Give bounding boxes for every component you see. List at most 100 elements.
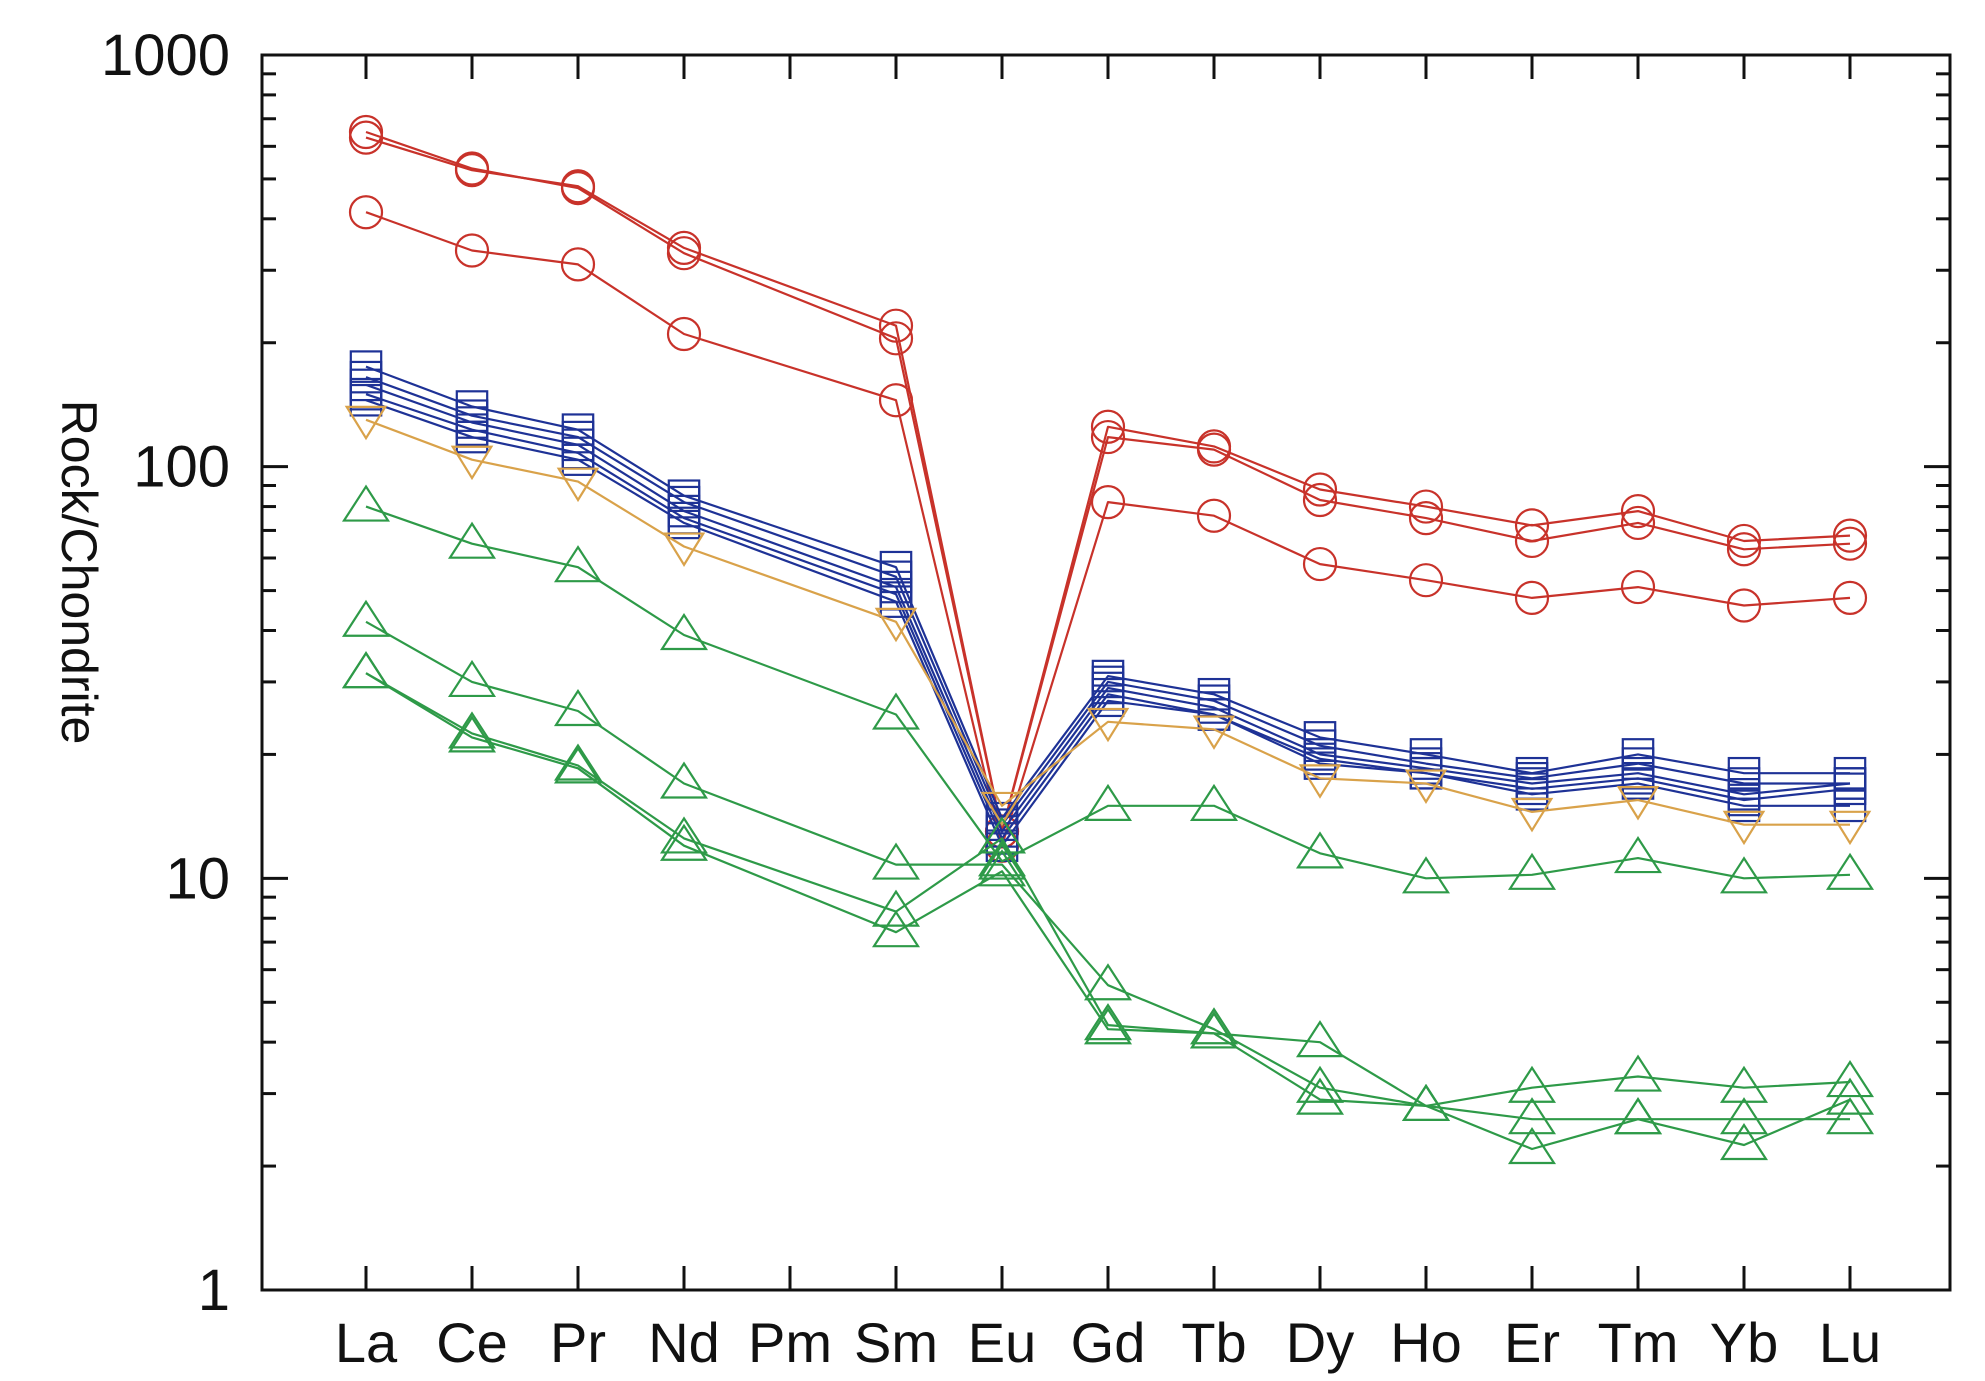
series-line bbox=[365, 211, 1851, 847]
data-point-square bbox=[1621, 767, 1655, 800]
data-point-circle bbox=[878, 308, 914, 343]
data-point-triangle bbox=[447, 715, 497, 753]
labels-layer: 1 10 100 1000 La Ce Pr Nd Pm Sm Eu Gd Tb Dy Ho Er Tm Yb Lu bbox=[101, 23, 1881, 1374]
data-point-triangle-down bbox=[1192, 715, 1236, 750]
data-point-triangle-down bbox=[1828, 810, 1872, 846]
series-square-1 bbox=[349, 350, 1867, 835]
data-point-circle bbox=[1090, 419, 1126, 455]
data-point-triangle bbox=[659, 823, 709, 861]
data-point-triangle-down bbox=[1722, 810, 1766, 846]
data-point-triangle bbox=[871, 889, 921, 927]
data-point-triangle-down bbox=[662, 532, 706, 567]
data-point-circle bbox=[1408, 500, 1444, 536]
data-point-triangle bbox=[1189, 1011, 1239, 1049]
data-point-triangle bbox=[553, 688, 603, 727]
series-circle-2 bbox=[348, 120, 1868, 849]
series-line bbox=[365, 505, 1851, 880]
series-triangle-4 bbox=[341, 651, 1875, 1165]
data-point-triangle-down bbox=[1510, 797, 1554, 833]
x-tick-label: Sm bbox=[854, 1311, 938, 1374]
data-point-triangle bbox=[1719, 856, 1769, 894]
series-triangle-1 bbox=[341, 484, 1875, 894]
x-tick-label: Yb bbox=[1710, 1311, 1779, 1374]
data-point-square bbox=[667, 506, 701, 540]
series-line bbox=[365, 365, 1850, 820]
data-point-triangle-down bbox=[344, 405, 388, 441]
data-point-circle bbox=[1302, 482, 1338, 518]
data-point-triangle bbox=[1613, 836, 1663, 874]
data-point-triangle bbox=[1401, 1083, 1451, 1122]
data-point-circle bbox=[454, 233, 490, 268]
data-point-triangle bbox=[553, 545, 603, 583]
data-point-triangle bbox=[659, 761, 709, 799]
data-point-circle bbox=[1302, 546, 1338, 582]
data-point-square bbox=[1091, 684, 1125, 718]
data-point-circle bbox=[666, 230, 702, 265]
plot-frame bbox=[260, 53, 1952, 1292]
series-square-5 bbox=[349, 383, 1867, 863]
series-line bbox=[365, 130, 1851, 833]
data-point-circle bbox=[560, 247, 596, 282]
data-point-triangle bbox=[977, 849, 1027, 887]
data-point-circle bbox=[666, 316, 702, 352]
data-point-circle bbox=[1514, 523, 1550, 559]
data-point-circle bbox=[1302, 472, 1338, 507]
data-point-triangle bbox=[1825, 852, 1875, 890]
data-point-triangle bbox=[1613, 1054, 1663, 1092]
data-point-triangle bbox=[447, 659, 497, 698]
data-point-triangle bbox=[1719, 1097, 1769, 1135]
data-point-triangle bbox=[871, 692, 921, 730]
data-point-triangle bbox=[1507, 1065, 1557, 1103]
data-point-circle bbox=[560, 169, 596, 204]
data-point-circle bbox=[348, 120, 384, 155]
data-point-square bbox=[1727, 789, 1761, 823]
series-line bbox=[365, 620, 1851, 1108]
series-layer bbox=[341, 114, 1875, 1165]
data-point-circle bbox=[1726, 532, 1762, 567]
series-triangle-down-1 bbox=[344, 405, 1872, 846]
data-point-triangle-down bbox=[874, 607, 918, 643]
data-point-triangle bbox=[1719, 1065, 1769, 1103]
data-point-triangle-down bbox=[1298, 764, 1342, 799]
data-point-square bbox=[1515, 778, 1549, 811]
x-tick-label: Pr bbox=[550, 1311, 606, 1374]
y-tick-label: 100 bbox=[133, 435, 230, 500]
data-point-triangle-down bbox=[1616, 786, 1660, 821]
data-point-triangle bbox=[1083, 963, 1133, 1001]
data-point-circle bbox=[1726, 523, 1762, 559]
data-point-triangle bbox=[1613, 1097, 1663, 1135]
data-point-triangle bbox=[1613, 1097, 1663, 1135]
data-point-triangle bbox=[553, 743, 603, 781]
data-point-circle bbox=[1832, 580, 1868, 615]
y-tick-label: 10 bbox=[165, 846, 230, 911]
data-point-square bbox=[561, 443, 595, 476]
series-line bbox=[365, 418, 1850, 826]
data-point-triangle bbox=[1507, 1097, 1557, 1135]
data-point-square bbox=[1409, 756, 1443, 790]
data-point-circle bbox=[1196, 498, 1232, 533]
x-tick-label: Dy bbox=[1286, 1311, 1354, 1374]
series-line bbox=[365, 672, 1851, 1151]
x-tick-label: La bbox=[335, 1311, 398, 1374]
data-point-square bbox=[349, 383, 383, 417]
data-point-triangle bbox=[1295, 831, 1345, 869]
x-tick-label: Ho bbox=[1390, 1311, 1462, 1374]
data-point-circle bbox=[1620, 569, 1656, 605]
data-point-circle bbox=[1090, 485, 1126, 520]
data-point-triangle bbox=[1295, 1020, 1345, 1058]
series-line bbox=[365, 393, 1851, 840]
data-point-triangle bbox=[447, 521, 497, 559]
data-point-circle bbox=[348, 195, 384, 230]
data-point-circle bbox=[1620, 493, 1656, 529]
data-point-circle bbox=[1090, 409, 1126, 444]
data-point-triangle bbox=[1825, 1097, 1875, 1135]
y-tick-label: 1000 bbox=[101, 23, 230, 88]
x-tick-label: Tm bbox=[1598, 1311, 1679, 1374]
data-point-triangle bbox=[341, 599, 391, 637]
data-point-triangle bbox=[1295, 1077, 1345, 1115]
data-point-triangle-down bbox=[1404, 769, 1448, 804]
data-point-triangle bbox=[659, 612, 709, 651]
data-point-circle bbox=[1620, 505, 1656, 541]
y-tick-label: 1 bbox=[198, 1258, 230, 1323]
